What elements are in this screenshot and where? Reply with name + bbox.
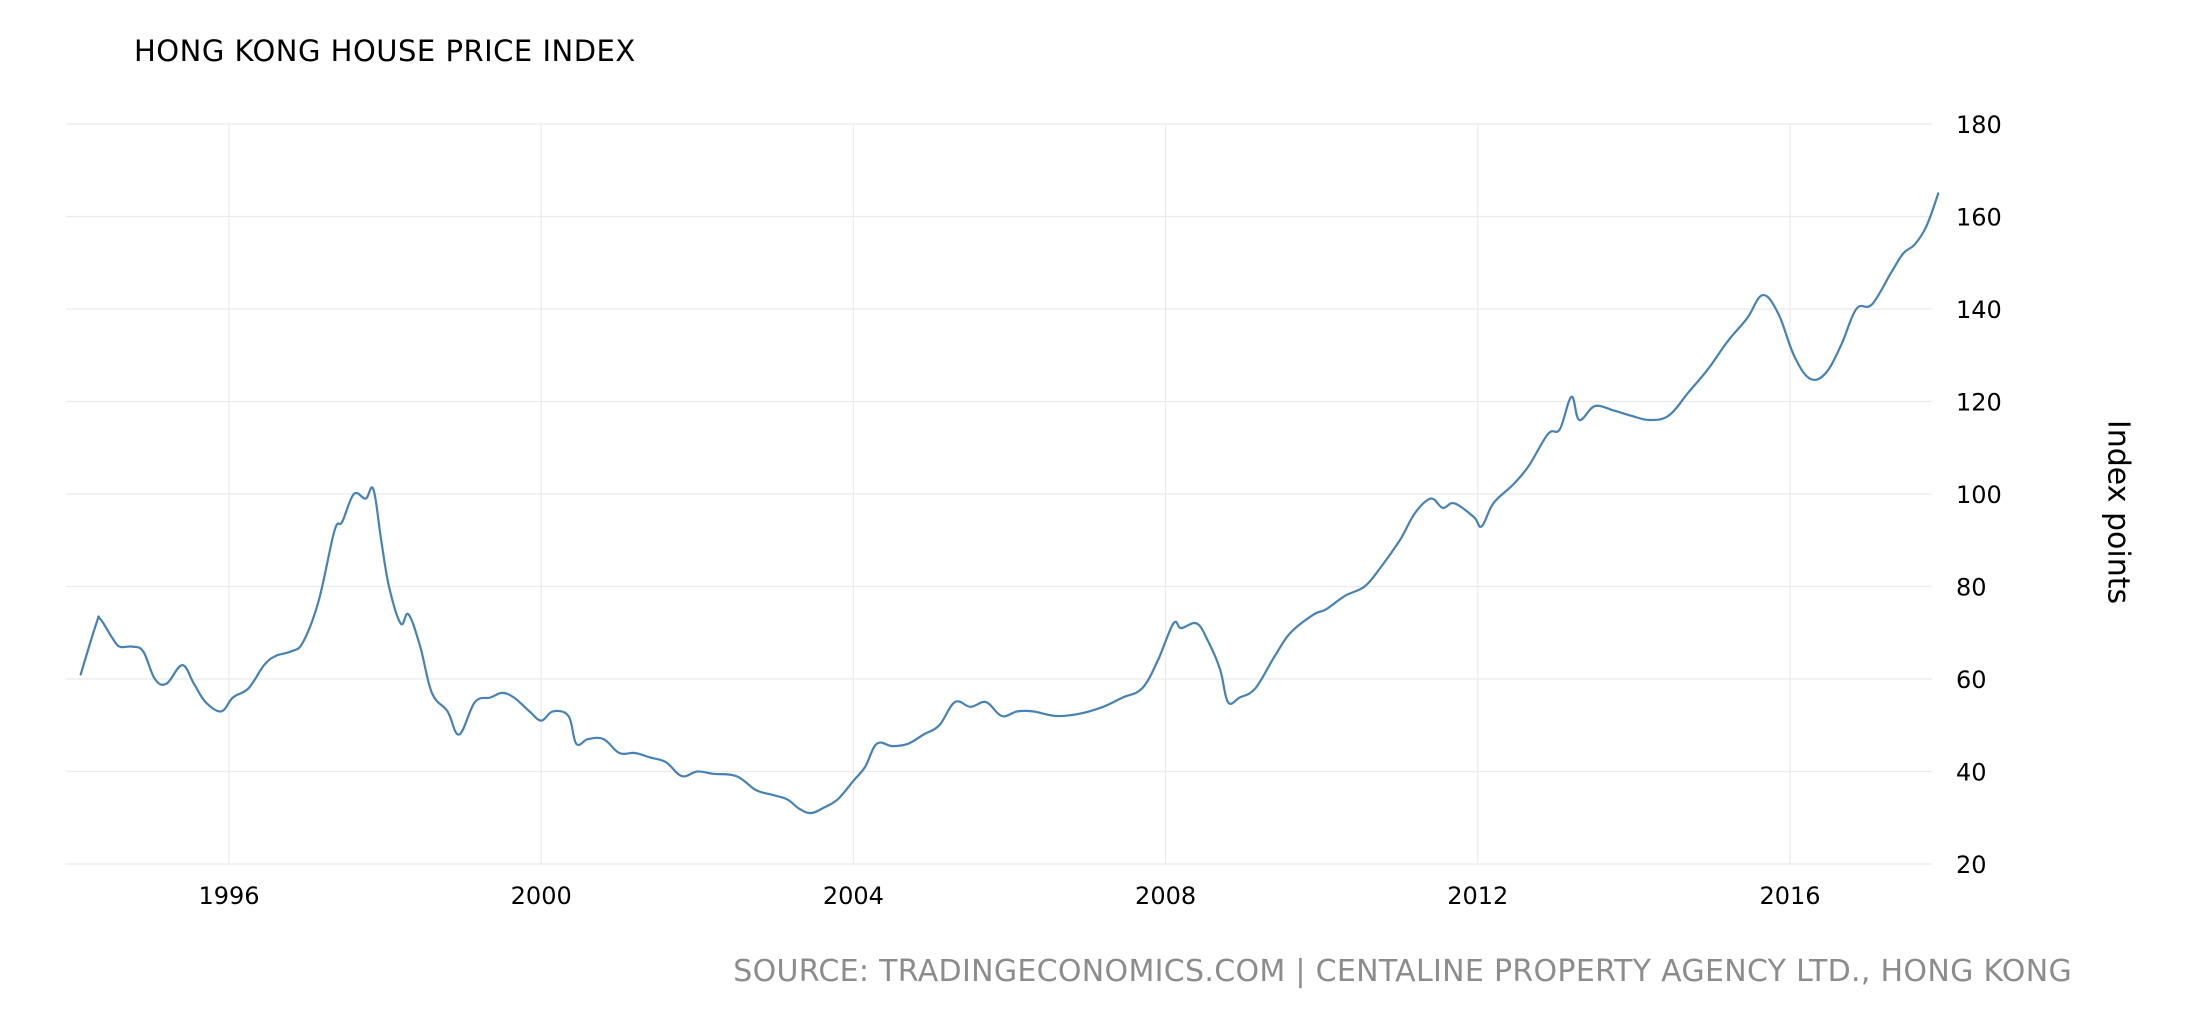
y-tick-label-100: 100 xyxy=(1956,481,2002,509)
x-tick-label-1996: 1996 xyxy=(198,882,259,910)
y-axis-label: Index points xyxy=(2100,419,2136,605)
series-line-house-price-index xyxy=(79,192,1940,815)
y-tick-label-140: 140 xyxy=(1956,296,2002,324)
source-caption: SOURCE: TRADINGECONOMICS.COM | CENTALINE… xyxy=(733,954,2072,989)
y-axis-ticks: 20 40 60 80 100 120 140 160 180 xyxy=(1956,111,2002,879)
gridlines xyxy=(66,123,1932,865)
y-tick-label-40: 40 xyxy=(1956,759,1987,787)
x-tick-label-2012: 2012 xyxy=(1447,882,1508,910)
x-axis-ticks: 1996 2000 2004 2008 2012 2016 xyxy=(198,882,1820,910)
y-tick-label-60: 60 xyxy=(1956,666,1987,694)
y-tick-label-160: 160 xyxy=(1956,204,2002,232)
y-tick-label-20: 20 xyxy=(1956,851,1987,879)
x-tick-label-2004: 2004 xyxy=(823,882,884,910)
x-tick-label-2008: 2008 xyxy=(1135,882,1196,910)
y-tick-label-80: 80 xyxy=(1956,574,1987,602)
y-tick-label-120: 120 xyxy=(1956,389,2002,417)
x-tick-label-2016: 2016 xyxy=(1759,882,1820,910)
x-tick-label-2000: 2000 xyxy=(511,882,572,910)
y-tick-label-180: 180 xyxy=(1956,111,2002,139)
chart-title: HONG KONG HOUSE PRICE INDEX xyxy=(134,34,636,68)
